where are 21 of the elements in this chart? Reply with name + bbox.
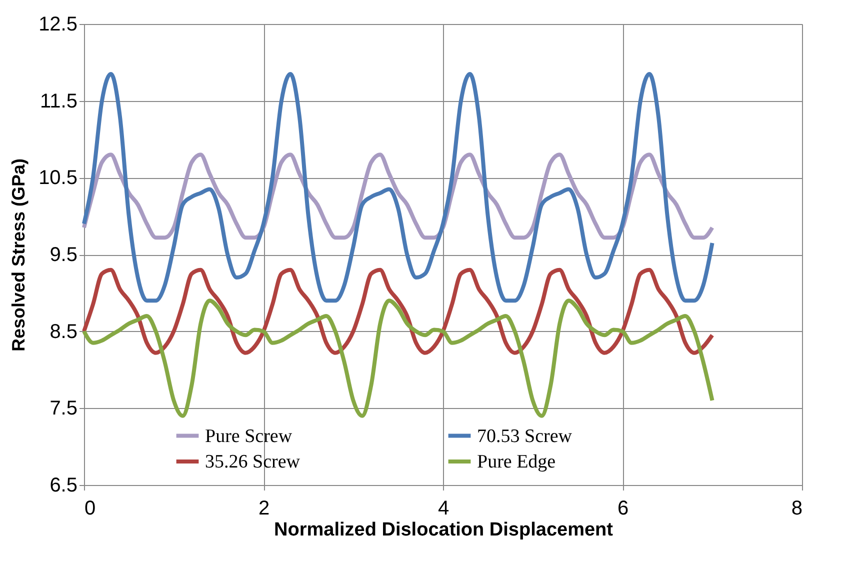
x-tick-label: 0 [84, 498, 96, 520]
line-series [82, 72, 714, 303]
y-tick-label: 10.5 [38, 167, 78, 190]
x-tick-label: 2 [258, 498, 270, 520]
legend-label: 70.53 Screw [477, 426, 572, 447]
legend-label: Pure Edge [477, 452, 556, 472]
y-tick-label: 8.5 [50, 320, 78, 343]
line-series [82, 298, 714, 418]
line-series [82, 268, 714, 355]
legend-label: 35.26 Screw [205, 452, 300, 472]
y-axis-title: Resolved Stress (GPa) [8, 158, 29, 352]
x-tick-label: 6 [617, 498, 629, 520]
x-tick-label: 4 [438, 498, 450, 520]
y-tick-label: 11.5 [40, 90, 78, 112]
y-tick-label: 9.5 [50, 244, 78, 266]
y-tick-label: 7.5 [50, 398, 78, 420]
legend-label: Pure Screw [205, 426, 292, 447]
x-tick-label: 8 [791, 498, 802, 520]
y-tick-label: 6.5 [50, 474, 78, 496]
x-axis-title: Normalized Dislocation Displacement [274, 520, 614, 540]
y-tick-label: 12.5 [38, 14, 78, 36]
